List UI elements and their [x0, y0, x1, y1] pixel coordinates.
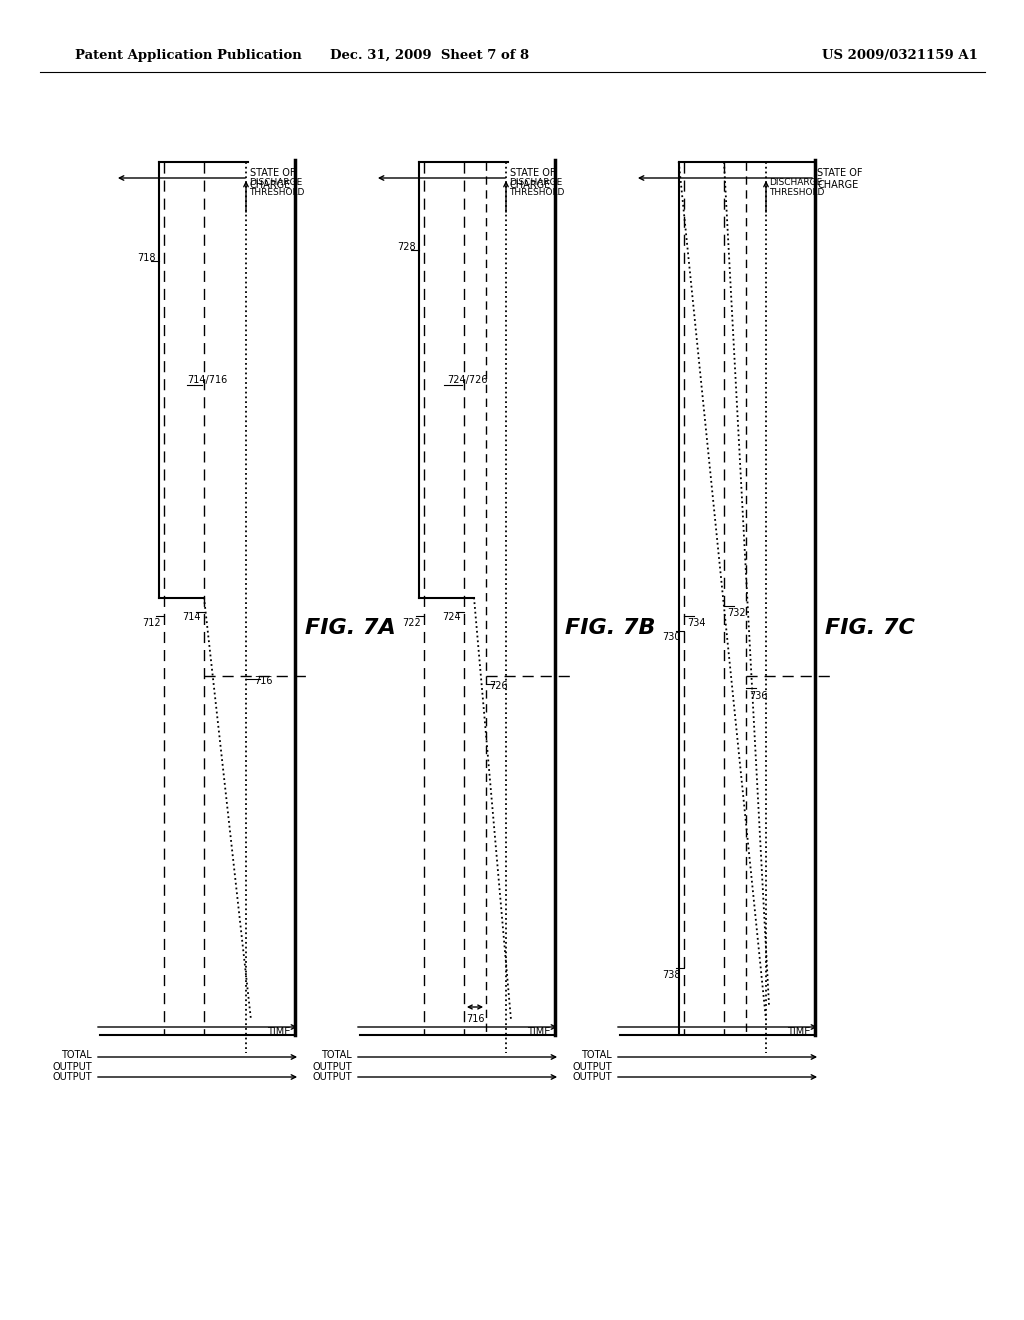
- Text: 736: 736: [749, 692, 768, 701]
- Text: 714/716: 714/716: [187, 375, 227, 384]
- Text: US 2009/0321159 A1: US 2009/0321159 A1: [822, 49, 978, 62]
- Text: STATE OF
CHARGE: STATE OF CHARGE: [510, 168, 555, 190]
- Text: 724/726: 724/726: [447, 375, 487, 384]
- Text: TIME: TIME: [266, 1027, 290, 1038]
- Text: DISCHARGE
THRESHOLD: DISCHARGE THRESHOLD: [249, 178, 304, 198]
- Text: TIME: TIME: [786, 1027, 810, 1038]
- Text: FIG. 7C: FIG. 7C: [825, 618, 914, 638]
- Text: FIG. 7B: FIG. 7B: [565, 618, 655, 638]
- Text: Dec. 31, 2009  Sheet 7 of 8: Dec. 31, 2009 Sheet 7 of 8: [331, 49, 529, 62]
- Text: 738: 738: [663, 970, 681, 979]
- Text: DISCHARGE
THRESHOLD: DISCHARGE THRESHOLD: [769, 178, 824, 198]
- Text: 724: 724: [442, 612, 461, 623]
- Text: 714: 714: [182, 612, 201, 623]
- Text: 722: 722: [402, 618, 421, 627]
- Text: Patent Application Publication: Patent Application Publication: [75, 49, 302, 62]
- Text: 726: 726: [489, 681, 508, 692]
- Text: 716: 716: [466, 1014, 484, 1024]
- Text: DISCHARGE
THRESHOLD: DISCHARGE THRESHOLD: [509, 178, 564, 198]
- Text: 712: 712: [142, 618, 161, 627]
- Text: OUTPUT: OUTPUT: [52, 1072, 92, 1082]
- Text: 732: 732: [727, 607, 745, 618]
- Text: 728: 728: [397, 242, 416, 252]
- Text: STATE OF
CHARGE: STATE OF CHARGE: [817, 168, 862, 190]
- Text: STATE OF
CHARGE: STATE OF CHARGE: [250, 168, 296, 190]
- Text: OUTPUT: OUTPUT: [312, 1072, 352, 1082]
- Text: TOTAL
OUTPUT: TOTAL OUTPUT: [312, 1049, 352, 1072]
- Text: OUTPUT: OUTPUT: [572, 1072, 612, 1082]
- Text: TOTAL
OUTPUT: TOTAL OUTPUT: [572, 1049, 612, 1072]
- Text: 716: 716: [254, 676, 272, 686]
- Text: FIG. 7A: FIG. 7A: [304, 618, 395, 638]
- Text: TIME: TIME: [526, 1027, 550, 1038]
- Text: TOTAL
OUTPUT: TOTAL OUTPUT: [52, 1049, 92, 1072]
- Text: 730: 730: [663, 632, 681, 643]
- Text: 718: 718: [137, 253, 156, 264]
- Text: 734: 734: [687, 618, 706, 627]
